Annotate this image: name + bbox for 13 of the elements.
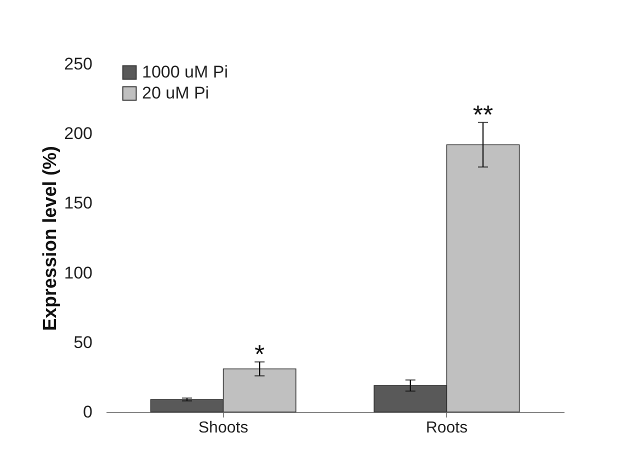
y-tick-label: 100	[64, 263, 92, 282]
y-axis-title: Expression level (%)	[40, 146, 62, 331]
legend-label: 1000 uM Pi	[142, 62, 228, 82]
legend-label: 20 uM Pi	[142, 84, 210, 102]
y-tick-label: 200	[64, 124, 92, 144]
x-tick-label: Roots	[426, 420, 468, 436]
annotation: **	[472, 99, 494, 130]
x-tick-label: Shoots	[198, 420, 248, 436]
y-tick-label: 50	[74, 332, 92, 352]
y-tick-label: 250	[64, 54, 92, 74]
y-tick-label: 150	[64, 194, 92, 213]
annotation: *	[254, 338, 265, 369]
y-tick-label: 0	[83, 402, 92, 422]
